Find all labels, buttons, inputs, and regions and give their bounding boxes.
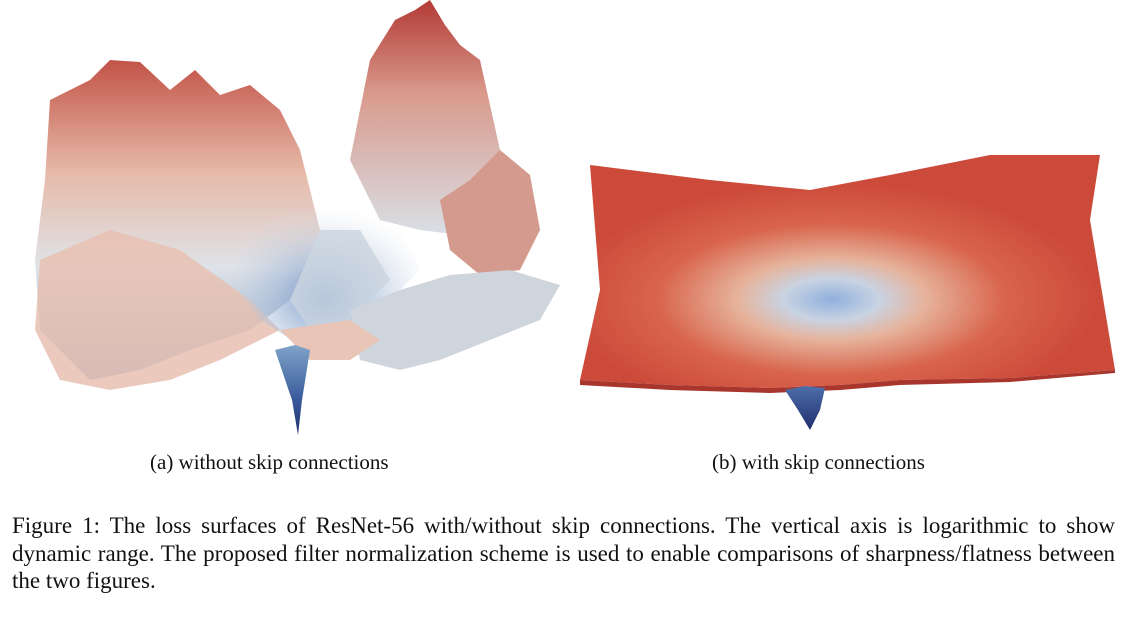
figure-caption: Figure 1: The loss surfaces of ResNet-56… xyxy=(12,512,1115,595)
loss-surface-with-skip xyxy=(580,155,1115,430)
subcaption-b: (b) with skip connections xyxy=(712,450,925,474)
figure-label: Figure 1: xyxy=(12,513,100,538)
figure-caption-text: The loss surfaces of ResNet-56 with/with… xyxy=(12,513,1115,594)
subcaption-a: (a) without skip connections xyxy=(150,450,389,474)
loss-surface-without-skip xyxy=(35,0,560,435)
